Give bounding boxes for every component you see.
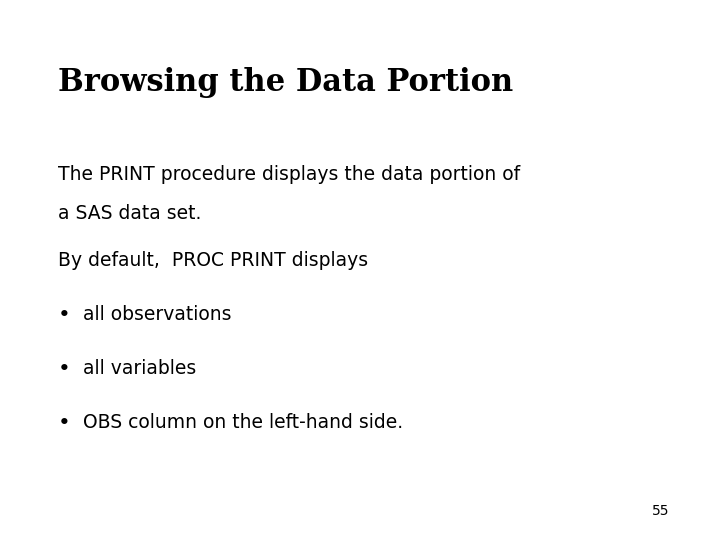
Text: •: • xyxy=(58,305,71,325)
Text: •: • xyxy=(58,359,71,379)
Text: OBS column on the left-hand side.: OBS column on the left-hand side. xyxy=(83,413,403,432)
Text: 55: 55 xyxy=(652,504,670,518)
Text: •: • xyxy=(58,413,71,433)
Text: Browsing the Data Portion: Browsing the Data Portion xyxy=(58,68,513,98)
Text: a SAS data set.: a SAS data set. xyxy=(58,204,201,223)
Text: all observations: all observations xyxy=(83,305,231,324)
Text: all variables: all variables xyxy=(83,359,196,378)
Text: By default,  PROC PRINT displays: By default, PROC PRINT displays xyxy=(58,251,368,270)
Text: The PRINT procedure displays the data portion of: The PRINT procedure displays the data po… xyxy=(58,165,520,184)
